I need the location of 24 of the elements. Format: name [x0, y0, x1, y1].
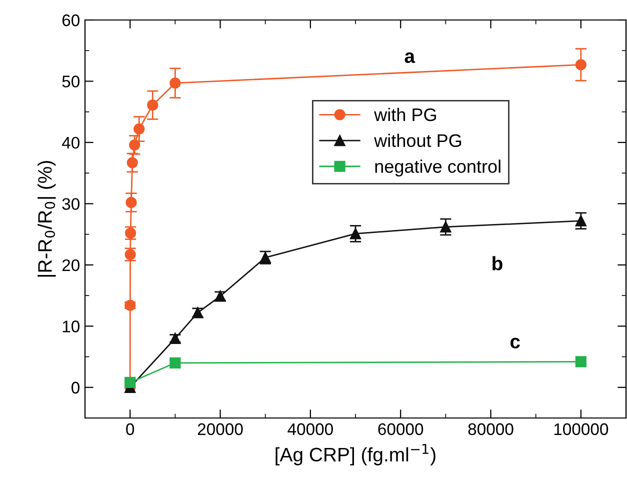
- point: [124, 376, 136, 388]
- x-tick-label: 80000: [468, 423, 514, 436]
- y-tick-label: 10: [62, 320, 80, 332]
- annotation: c: [510, 338, 520, 348]
- x-tick-label: 0: [126, 423, 134, 436]
- y-tick-label: 0: [72, 382, 80, 394]
- y-tick-label: 30: [62, 198, 80, 210]
- y-tick-label: 40: [62, 136, 80, 149]
- x-tick-label: 40000: [288, 423, 333, 436]
- legend-label: negative control: [375, 160, 500, 176]
- x-axis-title: [Ag CRP] (fg.ml$^{−1}$): [276, 444, 436, 466]
- annotation: b: [492, 256, 502, 270]
- y-tick-label: 50: [62, 76, 80, 88]
- x-tick-label: 60000: [378, 423, 424, 436]
- y-axis-title: |R-R$_{0}$/R$_{0}$| (%): [38, 161, 56, 277]
- point: [170, 357, 181, 368]
- y-tick-label: 60: [62, 14, 80, 26]
- annotation: a: [404, 52, 416, 64]
- legend-label: without PG: [374, 134, 462, 148]
- y-tick-label: 20: [62, 259, 80, 272]
- x-tick-label: 20000: [198, 423, 243, 436]
- x-tick-label: 100000: [554, 423, 608, 436]
- legend-label: with PG: [374, 108, 436, 122]
- point: [575, 356, 586, 368]
